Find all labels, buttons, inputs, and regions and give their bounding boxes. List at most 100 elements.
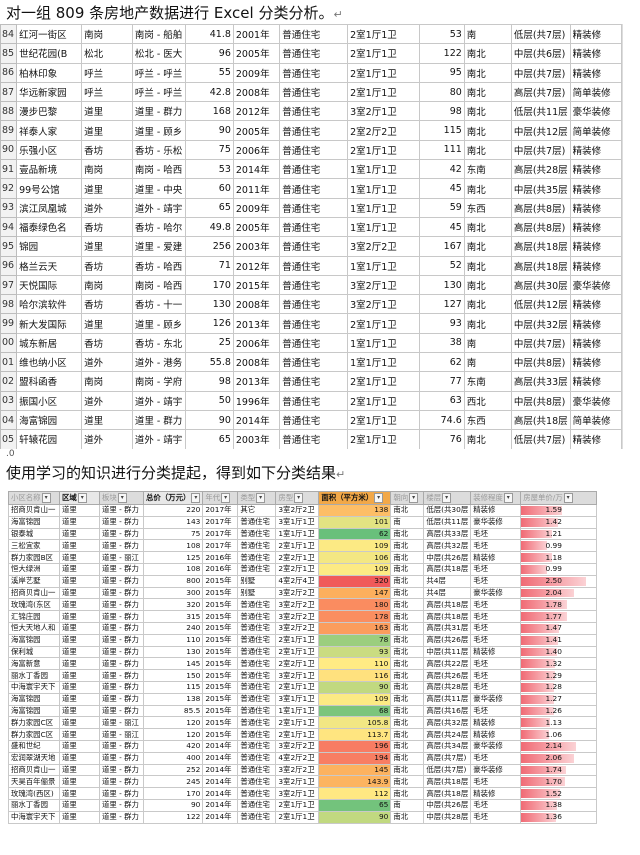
row-number-cell[interactable]: 93 [0,197,18,218]
table-cell[interactable]: 120 [142,716,204,730]
table-cell[interactable]: 汇锦庄园 [8,610,60,623]
table-cell[interactable]: 道里 - 群力 [99,574,144,588]
table-cell[interactable]: 道里 [59,657,100,671]
table-cell[interactable]: 1室1厅1卫 [347,178,421,199]
table-cell[interactable]: 海富锦园 [8,692,60,706]
row-number-cell[interactable]: 02 [0,371,18,392]
table-cell[interactable]: 轩辕花园 [16,429,83,449]
unit-price-bar-cell[interactable]: 1.06 [520,728,598,741]
table-cell[interactable]: 低层(共11层 [423,515,472,529]
table-cell[interactable]: 松北 - 医大 [131,43,186,64]
row-number-cell[interactable]: 86 [0,62,18,83]
table-cell[interactable]: 南北 [463,294,512,315]
table-cell[interactable]: 59 [419,197,465,218]
table-cell[interactable]: 南北 [390,669,425,682]
unit-price-bar-cell[interactable]: 1.27 [520,692,598,706]
table-cell[interactable]: 普通住宅 [279,139,349,161]
table-cell[interactable]: 松北 [81,43,133,64]
filter-dropdown-icon[interactable]: ▾ [221,493,231,503]
table-cell[interactable]: 南岗 [81,159,133,180]
table-cell[interactable]: 东南 [463,159,512,180]
table-cell[interactable]: 普通住宅 [279,332,349,354]
table-cell[interactable]: 香坊 - 乐松 [131,139,186,161]
table-cell[interactable]: 240 [142,621,204,635]
table-cell[interactable]: 道里 - 群力 [99,669,144,682]
table-cell[interactable]: 南北 [390,728,425,741]
table-cell[interactable]: 南北 [463,236,512,257]
table-cell[interactable]: 低层(共7层) [423,763,472,777]
area-cell[interactable]: 147 [318,586,392,600]
table-cell[interactable]: 道里 [59,669,100,682]
table-cell[interactable]: 豪华装修 [569,274,622,296]
unit-price-bar-cell[interactable]: 1.36 [520,810,598,824]
table-cell[interactable]: 南北 [390,692,425,706]
table-cell[interactable]: 55.8 [184,352,234,373]
table-cell[interactable]: 108 [142,562,204,576]
unit-price-bar-cell[interactable]: 1.13 [520,716,598,730]
table-cell[interactable]: 高层(共18层 [510,236,571,257]
table-cell[interactable]: 2009年 [232,62,281,83]
table-cell[interactable]: 高层(共11层 [423,692,472,706]
table-cell[interactable]: 南北 [390,586,425,600]
table-cell[interactable]: 2015年 [202,645,239,659]
table-cell[interactable]: 道里 - 群力 [131,101,186,122]
table-cell[interactable]: 2016年 [202,551,239,564]
table-cell[interactable]: 普通住宅 [279,255,349,276]
table-cell[interactable]: 道里 - 群力 [99,680,144,694]
table-cell[interactable]: 普通住宅 [279,313,349,334]
table-cell[interactable]: 普通住宅 [279,24,349,45]
table-cell[interactable]: 群力家园C区 [8,716,60,730]
table-cell[interactable]: 香坊 [81,294,133,315]
table-cell[interactable]: 毛坯 [470,657,522,671]
unit-price-bar-cell[interactable]: 1.41 [520,633,598,647]
column-header[interactable]: 装修程度 ▾ [470,491,522,505]
table-cell[interactable]: 南北 [463,81,512,103]
area-cell[interactable]: 112 [318,787,392,800]
table-cell[interactable]: 呼兰 - 呼兰 [131,62,186,83]
table-cell[interactable]: 2室2厅1卫 [275,551,320,564]
table-cell[interactable]: 精装修 [470,787,522,800]
table-cell[interactable]: 祥泰人家 [16,120,83,141]
table-cell[interactable]: 高层(共16层 [423,704,472,718]
table-cell[interactable]: 2室1厅1卫 [275,633,320,647]
table-cell[interactable]: 精装修 [470,716,522,730]
table-cell[interactable]: 南 [463,332,512,354]
table-cell[interactable]: 豪华装修 [470,586,522,600]
table-cell[interactable]: 167 [419,236,465,257]
table-cell[interactable]: 道里 - 群力 [131,409,186,431]
table-cell[interactable]: 道里 - 丽江 [99,728,144,741]
unit-price-bar-cell[interactable]: 1.77 [520,610,598,623]
table-cell[interactable]: 2015年 [202,669,239,682]
unit-price-bar-cell[interactable]: 2.14 [520,739,598,753]
table-cell[interactable]: 华远新家园 [16,81,83,103]
table-cell[interactable]: 2015年 [202,610,239,623]
column-header[interactable]: 房屋单价/万 ▾ [520,491,598,505]
table-cell[interactable]: 香坊 - 东北 [131,332,186,354]
table-cell[interactable]: 125 [142,551,204,564]
table-cell[interactable]: 170 [142,787,204,800]
table-cell[interactable]: 2015年 [202,692,239,706]
column-header[interactable]: 年代 ▾ [202,491,239,505]
table-cell[interactable]: 毛坯 [470,810,522,824]
table-cell[interactable]: 普通住宅 [279,81,349,103]
table-cell[interactable]: 精装修 [470,728,522,741]
column-header[interactable]: 总价（万元） ▾ [142,491,204,505]
table-cell[interactable]: 高层(共33层 [510,371,571,392]
table-cell[interactable]: 道里 [59,680,100,694]
table-cell[interactable]: 2011年 [232,178,281,199]
table-cell[interactable]: 1996年 [232,390,281,411]
table-cell[interactable]: 南北 [390,716,425,730]
table-cell[interactable]: 红河一街区 [16,24,83,45]
table-cell[interactable]: 98 [419,101,465,122]
table-cell[interactable]: 南北 [390,527,425,541]
table-cell[interactable]: 130 [142,645,204,659]
table-cell[interactable]: 南北 [390,810,425,824]
table-cell[interactable]: 道里 [59,810,100,824]
table-cell[interactable]: 3室2厅1卫 [275,669,320,682]
table-cell[interactable]: 122 [142,810,204,824]
area-cell[interactable]: 138 [318,504,392,517]
unit-price-bar-cell[interactable]: 2.04 [520,586,598,600]
table-cell[interactable]: 168 [184,101,234,122]
table-cell[interactable]: 低层(共12层 [510,294,571,315]
table-cell[interactable]: 南岗 - 学府 [131,371,186,392]
